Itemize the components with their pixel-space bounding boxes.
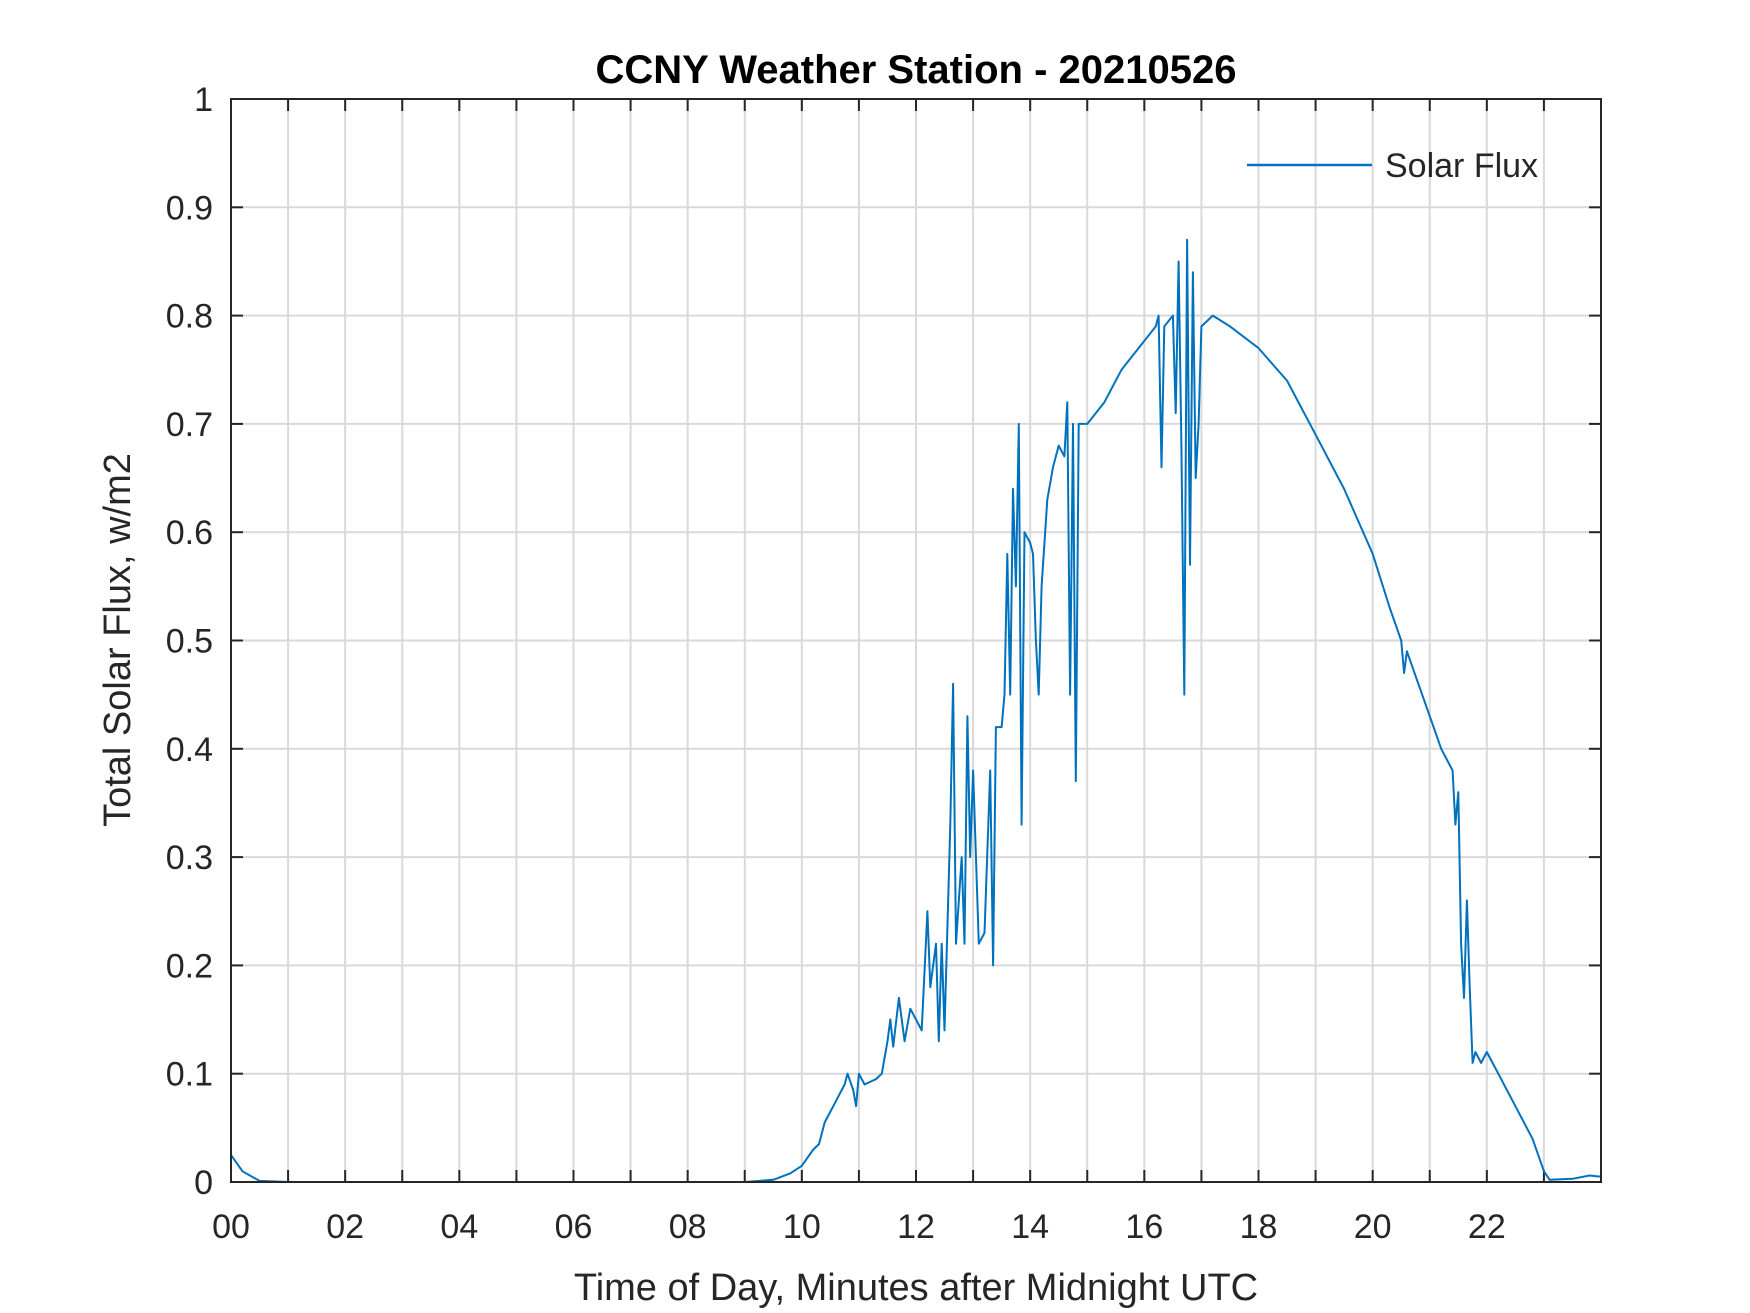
- y-tick-label: 0.1: [166, 1056, 213, 1094]
- y-tick-label: 0.4: [166, 731, 213, 769]
- y-axis-label: Total Solar Flux, w/m2: [97, 453, 139, 827]
- y-tick-label: 0: [194, 1164, 213, 1202]
- y-tick-label: 0.9: [166, 189, 213, 227]
- x-tick-label: 14: [1011, 1208, 1049, 1246]
- y-tick-label: 0.7: [166, 406, 213, 444]
- y-tick-label: 1: [194, 81, 213, 119]
- x-tick-label: 12: [897, 1208, 935, 1246]
- x-tick-label: 08: [669, 1208, 707, 1246]
- y-tick-label: 0.6: [166, 514, 213, 552]
- x-tick-label: 06: [555, 1208, 593, 1246]
- x-tick-label: 00: [212, 1208, 250, 1246]
- y-tick-label: 0.3: [166, 839, 213, 877]
- x-tick-label: 04: [440, 1208, 478, 1246]
- y-tick-label: 0.5: [166, 623, 213, 661]
- series-layer: [230, 238, 1601, 1183]
- legend-label-solar-flux: Solar Flux: [1385, 147, 1538, 185]
- axes-box: [230, 98, 1602, 1183]
- x-tick-label: 02: [326, 1208, 364, 1246]
- y-tick-label: 0.2: [166, 947, 213, 985]
- x-tick-label: 16: [1125, 1208, 1163, 1246]
- x-axis-label: Time of Day, Minutes after Midnight UTC: [574, 1267, 1258, 1309]
- chart-title: CCNY Weather Station - 20210526: [596, 48, 1237, 92]
- x-tick-label: 10: [783, 1208, 821, 1246]
- x-tick-label: 22: [1468, 1208, 1506, 1246]
- tick-marks: [231, 98, 1601, 1183]
- x-tick-label: 18: [1240, 1208, 1278, 1246]
- legend: Solar Flux: [1247, 147, 1538, 185]
- y-tick-labels: 0 0.1 0.2 0.3 0.4 0.5 0.6 0.7 0.8 0.9 1: [166, 81, 213, 1202]
- y-tick-label: 0.8: [166, 298, 213, 336]
- x-tick-labels: 00 02 04 06 08 10 12 14 16 18 20 22: [212, 1208, 1506, 1246]
- series-line-solar-flux: [230, 238, 1601, 1183]
- x-tick-label: 20: [1354, 1208, 1392, 1246]
- grid: [231, 99, 1601, 1182]
